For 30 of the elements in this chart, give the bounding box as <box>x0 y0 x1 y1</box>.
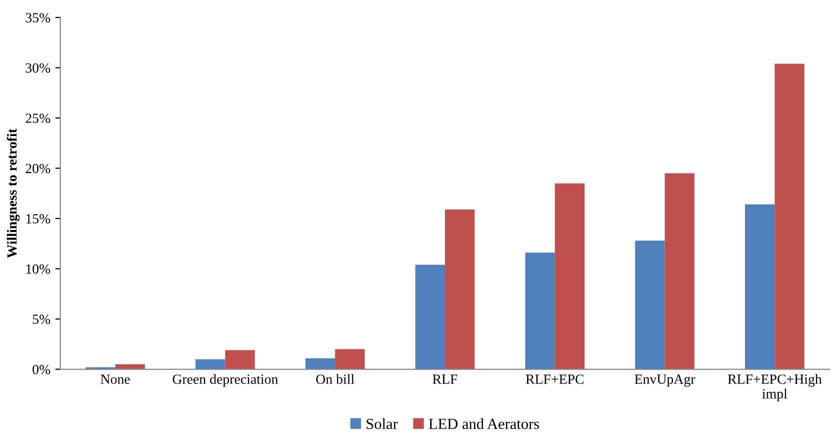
x-tick-label: Green depreciation <box>172 374 278 387</box>
bar <box>225 350 255 370</box>
y-tick-label: 15% <box>26 214 50 224</box>
y-tick-label: 20% <box>26 164 50 174</box>
y-axis-title: Willingness to retrofit <box>6 128 20 258</box>
bar <box>444 209 475 370</box>
bar <box>745 204 775 370</box>
x-tick-label: EnvUpAgr <box>634 374 696 387</box>
bar <box>554 183 585 370</box>
x-tick-label: RLF <box>432 374 458 384</box>
x-tick-label: On bill <box>316 374 354 384</box>
x-tick-label: RLF+EPC+High impl <box>728 374 822 402</box>
y-tick-label: 10% <box>26 264 50 274</box>
bar <box>305 358 336 370</box>
bar <box>335 349 365 370</box>
y-tick-label: 35% <box>26 13 50 22</box>
bar <box>774 64 804 370</box>
legend-label: LED and Aerators <box>428 418 540 430</box>
x-tick-label: RLF+EPC <box>526 374 584 384</box>
y-tick-label: 5% <box>32 314 50 324</box>
legend-label: Solar <box>366 418 398 430</box>
bar <box>525 252 555 370</box>
y-tick-label: 0% <box>32 364 50 374</box>
bar <box>635 240 665 370</box>
x-tick-label: None <box>100 374 130 384</box>
y-tick-label: 30% <box>26 63 50 73</box>
bar <box>196 359 226 370</box>
bar <box>664 173 694 370</box>
bar <box>415 264 445 370</box>
y-tick-label: 25% <box>26 114 50 123</box>
